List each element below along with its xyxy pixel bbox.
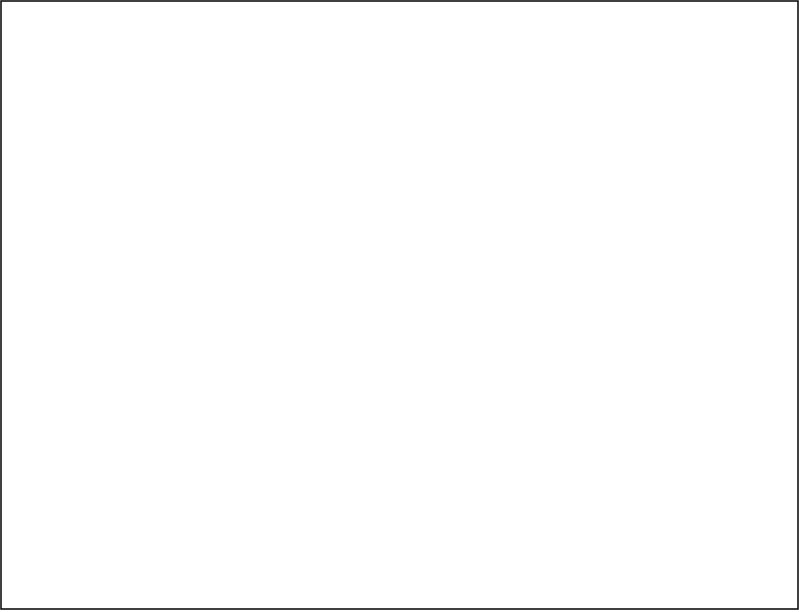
frame (1, 1, 798, 609)
audio-system-diagram: 功放机红外控制器主机红外控制器音量控制器二层音量控制器厨房音量控制器卫生间音量控… (0, 0, 799, 612)
